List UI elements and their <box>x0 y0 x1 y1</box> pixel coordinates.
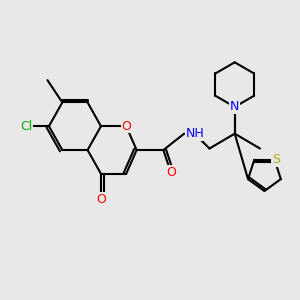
Text: S: S <box>272 153 280 166</box>
Text: Cl: Cl <box>20 120 33 133</box>
Text: O: O <box>166 166 176 179</box>
Text: N: N <box>230 100 239 113</box>
Text: O: O <box>121 120 131 133</box>
Text: O: O <box>96 193 106 206</box>
Text: N: N <box>230 100 239 113</box>
Text: NH: NH <box>186 127 204 140</box>
